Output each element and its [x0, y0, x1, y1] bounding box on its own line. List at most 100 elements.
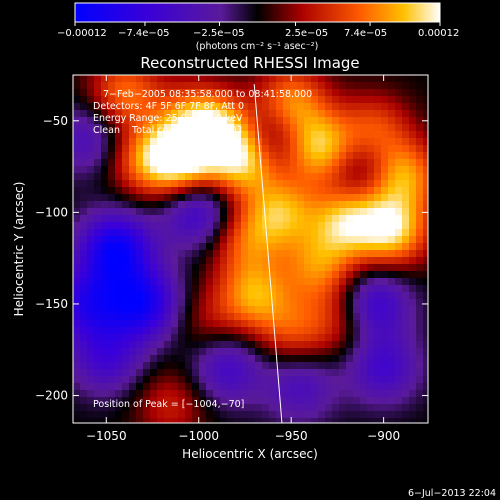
heatmap-cell [108, 222, 116, 230]
heatmap-cell [255, 180, 263, 188]
heatmap-cell [80, 173, 88, 181]
heatmap-cell [346, 383, 354, 391]
heatmap-cell [283, 376, 291, 384]
heatmap-cell [234, 320, 242, 328]
heatmap-cell [367, 89, 375, 97]
heatmap-cell [150, 166, 158, 174]
heatmap-cell [122, 208, 130, 216]
heatmap-cell [129, 96, 137, 104]
heatmap-cell [87, 82, 95, 90]
heatmap-cell [297, 89, 305, 97]
heatmap-cell [262, 299, 270, 307]
heatmap-cell [346, 96, 354, 104]
heatmap-cell [150, 152, 158, 160]
heatmap-cell [248, 320, 256, 328]
heatmap-cell [255, 334, 263, 342]
heatmap-cell [241, 390, 249, 398]
heatmap-cell [388, 250, 396, 258]
heatmap-cell [381, 89, 389, 97]
heatmap-cell [157, 117, 165, 125]
y-axis-ticks: −50−100−150−200 [35, 114, 428, 403]
heatmap-cell [206, 355, 214, 363]
heatmap-cell [227, 264, 235, 272]
heatmap-cell [290, 341, 298, 349]
heatmap-cell [136, 103, 144, 111]
heatmap-cell [353, 89, 361, 97]
heatmap-cell [283, 124, 291, 132]
heatmap-cell [381, 236, 389, 244]
heatmap-cell [353, 320, 361, 328]
heatmap-cell [332, 327, 340, 335]
heatmap-cell [129, 397, 137, 405]
heatmap-cell [164, 187, 172, 195]
heatmap-cell [248, 173, 256, 181]
heatmap-cell [360, 96, 368, 104]
heatmap-cell [115, 306, 123, 314]
heatmap-cell [199, 117, 207, 125]
heatmap-cell [178, 299, 186, 307]
heatmap-cell [94, 397, 102, 405]
heatmap-cell [325, 229, 333, 237]
heatmap-cell [388, 166, 396, 174]
heatmap-cell [409, 376, 417, 384]
heatmap-cell [304, 89, 312, 97]
heatmap-cell [87, 313, 95, 321]
heatmap-cell [381, 390, 389, 398]
heatmap-cell [157, 411, 165, 419]
heatmap-cell [353, 306, 361, 314]
heatmap-cell [206, 215, 214, 223]
heatmap-cell [297, 320, 305, 328]
heatmap-cell [395, 145, 403, 153]
heatmap-cell [136, 376, 144, 384]
heatmap-cell [206, 327, 214, 335]
heatmap-cell [178, 208, 186, 216]
heatmap-cell [199, 278, 207, 286]
heatmap-cell [248, 145, 256, 153]
heatmap-cell [164, 138, 172, 146]
heatmap-cell [115, 110, 123, 118]
heatmap-cell [157, 89, 165, 97]
heatmap-cell [80, 152, 88, 160]
heatmap-cell [101, 173, 109, 181]
heatmap-cell [297, 292, 305, 300]
heatmap-cell [199, 96, 207, 104]
heatmap-cell [360, 250, 368, 258]
heatmap-cell [325, 418, 333, 423]
heatmap-cell [318, 264, 326, 272]
heatmap-cell [80, 404, 88, 412]
heatmap-cell [136, 285, 144, 293]
heatmap-cell [416, 75, 424, 83]
heatmap-cell [374, 334, 382, 342]
heatmap-cell [192, 390, 200, 398]
heatmap-cell [416, 96, 424, 104]
heatmap-cell [339, 229, 347, 237]
heatmap-cell [262, 306, 270, 314]
heatmap-cell [318, 362, 326, 370]
heatmap-cell [136, 348, 144, 356]
heatmap-cell [73, 320, 81, 328]
heatmap-cell [416, 215, 424, 223]
heatmap-cell [115, 194, 123, 202]
heatmap-cell [164, 180, 172, 188]
heatmap-cell [178, 257, 186, 265]
heatmap-cell [213, 180, 221, 188]
heatmap-cell [367, 397, 375, 405]
heatmap-cell [367, 362, 375, 370]
heatmap-cell [332, 292, 340, 300]
heatmap-cell [136, 110, 144, 118]
heatmap-cell [360, 82, 368, 90]
heatmap-cell [332, 250, 340, 258]
heatmap-cell [73, 215, 81, 223]
heatmap-cell [416, 145, 424, 153]
heatmap-cell [234, 110, 242, 118]
heatmap-cell [248, 187, 256, 195]
heatmap-cell [367, 250, 375, 258]
heatmap-cell [122, 257, 130, 265]
heatmap-cell [115, 173, 123, 181]
heatmap-cell [248, 383, 256, 391]
heatmap-cell [94, 166, 102, 174]
heatmap-cell [178, 383, 186, 391]
heatmap-cell [360, 257, 368, 265]
heatmap-cell [227, 404, 235, 412]
